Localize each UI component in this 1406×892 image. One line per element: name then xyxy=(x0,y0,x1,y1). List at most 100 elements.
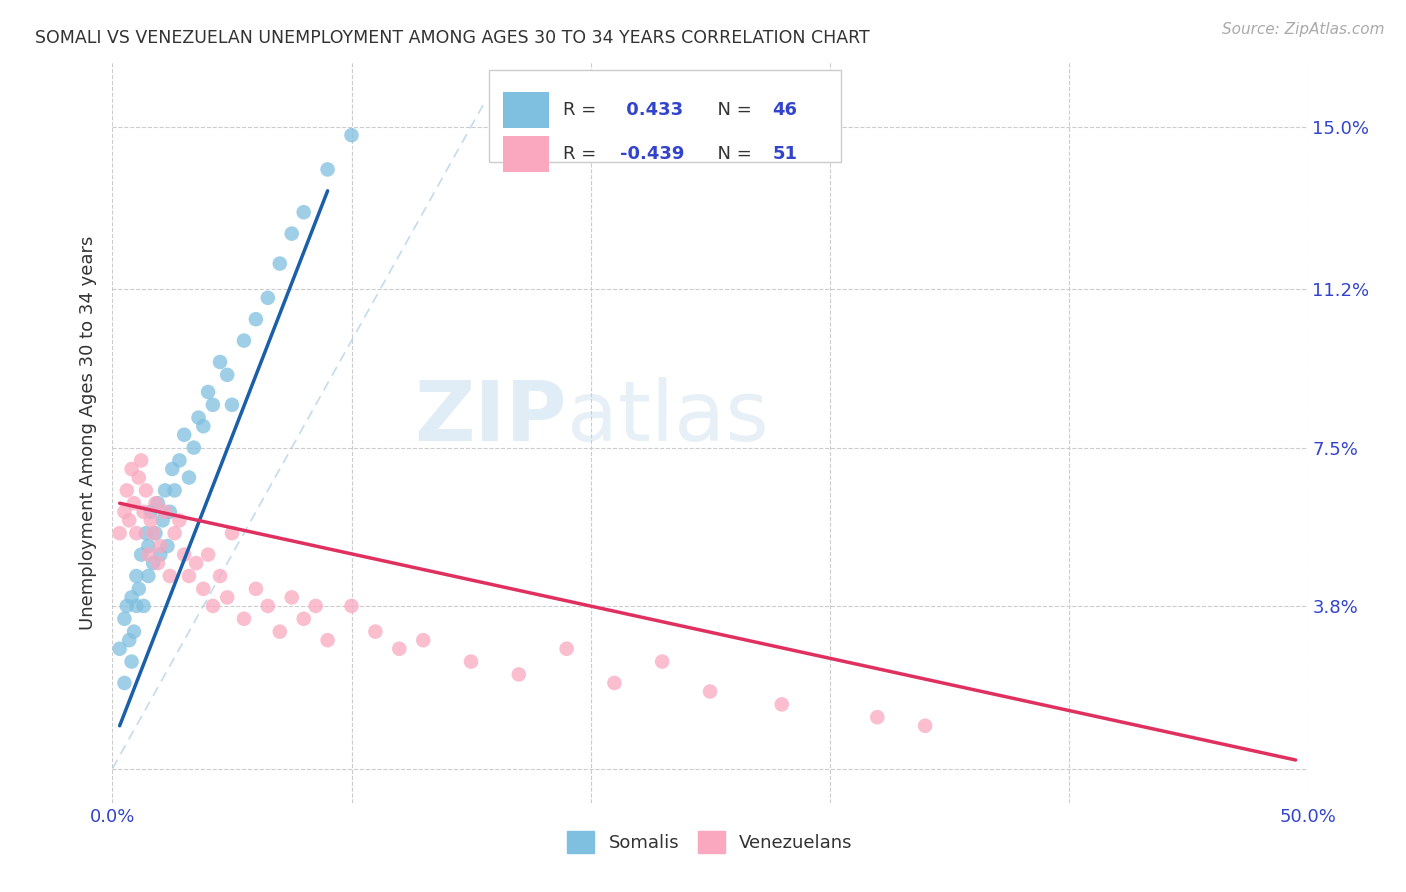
Point xyxy=(142,556,165,570)
Point xyxy=(177,470,200,484)
Point xyxy=(153,483,176,498)
Text: ZIP: ZIP xyxy=(415,377,567,458)
Point xyxy=(197,548,219,562)
Point xyxy=(169,513,191,527)
Point xyxy=(153,505,176,519)
Point xyxy=(135,483,157,498)
Point xyxy=(257,599,280,613)
Point xyxy=(114,612,135,626)
Text: N =: N = xyxy=(706,145,758,163)
FancyBboxPatch shape xyxy=(503,136,548,172)
Point xyxy=(159,569,181,583)
Point xyxy=(108,641,131,656)
Point xyxy=(114,505,135,519)
Point xyxy=(245,312,267,326)
Point xyxy=(138,539,160,553)
Point xyxy=(118,633,141,648)
Point xyxy=(114,676,135,690)
Point xyxy=(508,667,530,681)
Point xyxy=(152,513,174,527)
Point xyxy=(281,591,304,605)
Point xyxy=(159,505,181,519)
Point xyxy=(128,582,150,596)
Point xyxy=(139,505,162,519)
Point xyxy=(245,582,267,596)
Point xyxy=(217,368,239,382)
Point xyxy=(163,483,186,498)
Point xyxy=(281,227,304,241)
Point xyxy=(169,453,191,467)
Point xyxy=(129,453,152,467)
Point xyxy=(651,655,673,669)
Point xyxy=(316,162,339,177)
Point xyxy=(156,539,179,553)
Point xyxy=(118,513,141,527)
Point xyxy=(149,548,172,562)
Point xyxy=(340,599,363,613)
Point xyxy=(138,548,160,562)
FancyBboxPatch shape xyxy=(489,70,842,162)
Point xyxy=(173,548,195,562)
Point xyxy=(914,719,936,733)
Point xyxy=(146,496,169,510)
Point xyxy=(460,655,482,669)
Point xyxy=(122,624,145,639)
Text: 51: 51 xyxy=(772,145,797,163)
Point xyxy=(135,526,157,541)
Point xyxy=(125,599,148,613)
Point xyxy=(186,556,208,570)
Point xyxy=(162,462,183,476)
Point xyxy=(201,599,224,613)
Point xyxy=(193,419,215,434)
Point xyxy=(145,526,167,541)
Text: -0.439: -0.439 xyxy=(620,145,685,163)
Point xyxy=(292,205,315,219)
Point xyxy=(412,633,434,648)
Point xyxy=(128,470,150,484)
Point xyxy=(129,548,152,562)
Point xyxy=(132,599,155,613)
Point xyxy=(132,505,155,519)
Point xyxy=(221,526,243,541)
Point xyxy=(187,410,209,425)
Point xyxy=(139,513,162,527)
Text: 0.433: 0.433 xyxy=(620,101,683,119)
Point xyxy=(121,655,143,669)
Point xyxy=(125,569,148,583)
Point xyxy=(121,591,143,605)
Point xyxy=(364,624,387,639)
Point xyxy=(115,483,138,498)
Point xyxy=(292,612,315,626)
Point xyxy=(142,526,165,541)
Text: 46: 46 xyxy=(772,101,797,119)
Text: SOMALI VS VENEZUELAN UNEMPLOYMENT AMONG AGES 30 TO 34 YEARS CORRELATION CHART: SOMALI VS VENEZUELAN UNEMPLOYMENT AMONG … xyxy=(35,29,869,47)
Point xyxy=(305,599,328,613)
Point xyxy=(603,676,626,690)
Point xyxy=(257,291,280,305)
Point xyxy=(770,698,793,712)
Point xyxy=(209,355,232,369)
Point xyxy=(866,710,889,724)
Point xyxy=(233,334,256,348)
Text: Source: ZipAtlas.com: Source: ZipAtlas.com xyxy=(1222,22,1385,37)
Point xyxy=(699,684,721,698)
Point xyxy=(146,556,169,570)
Point xyxy=(193,582,215,596)
Text: atlas: atlas xyxy=(567,377,768,458)
Point xyxy=(149,539,172,553)
Point xyxy=(145,496,167,510)
Point xyxy=(201,398,224,412)
Point xyxy=(340,128,363,143)
Point xyxy=(388,641,411,656)
Point xyxy=(217,591,239,605)
FancyBboxPatch shape xyxy=(503,92,548,128)
Point xyxy=(269,256,291,270)
Legend: Somalis, Venezuelans: Somalis, Venezuelans xyxy=(560,824,860,861)
Point xyxy=(269,624,291,639)
Point xyxy=(221,398,243,412)
Point xyxy=(183,441,205,455)
Point xyxy=(209,569,232,583)
Point xyxy=(555,641,578,656)
Point xyxy=(173,427,195,442)
Point xyxy=(177,569,200,583)
